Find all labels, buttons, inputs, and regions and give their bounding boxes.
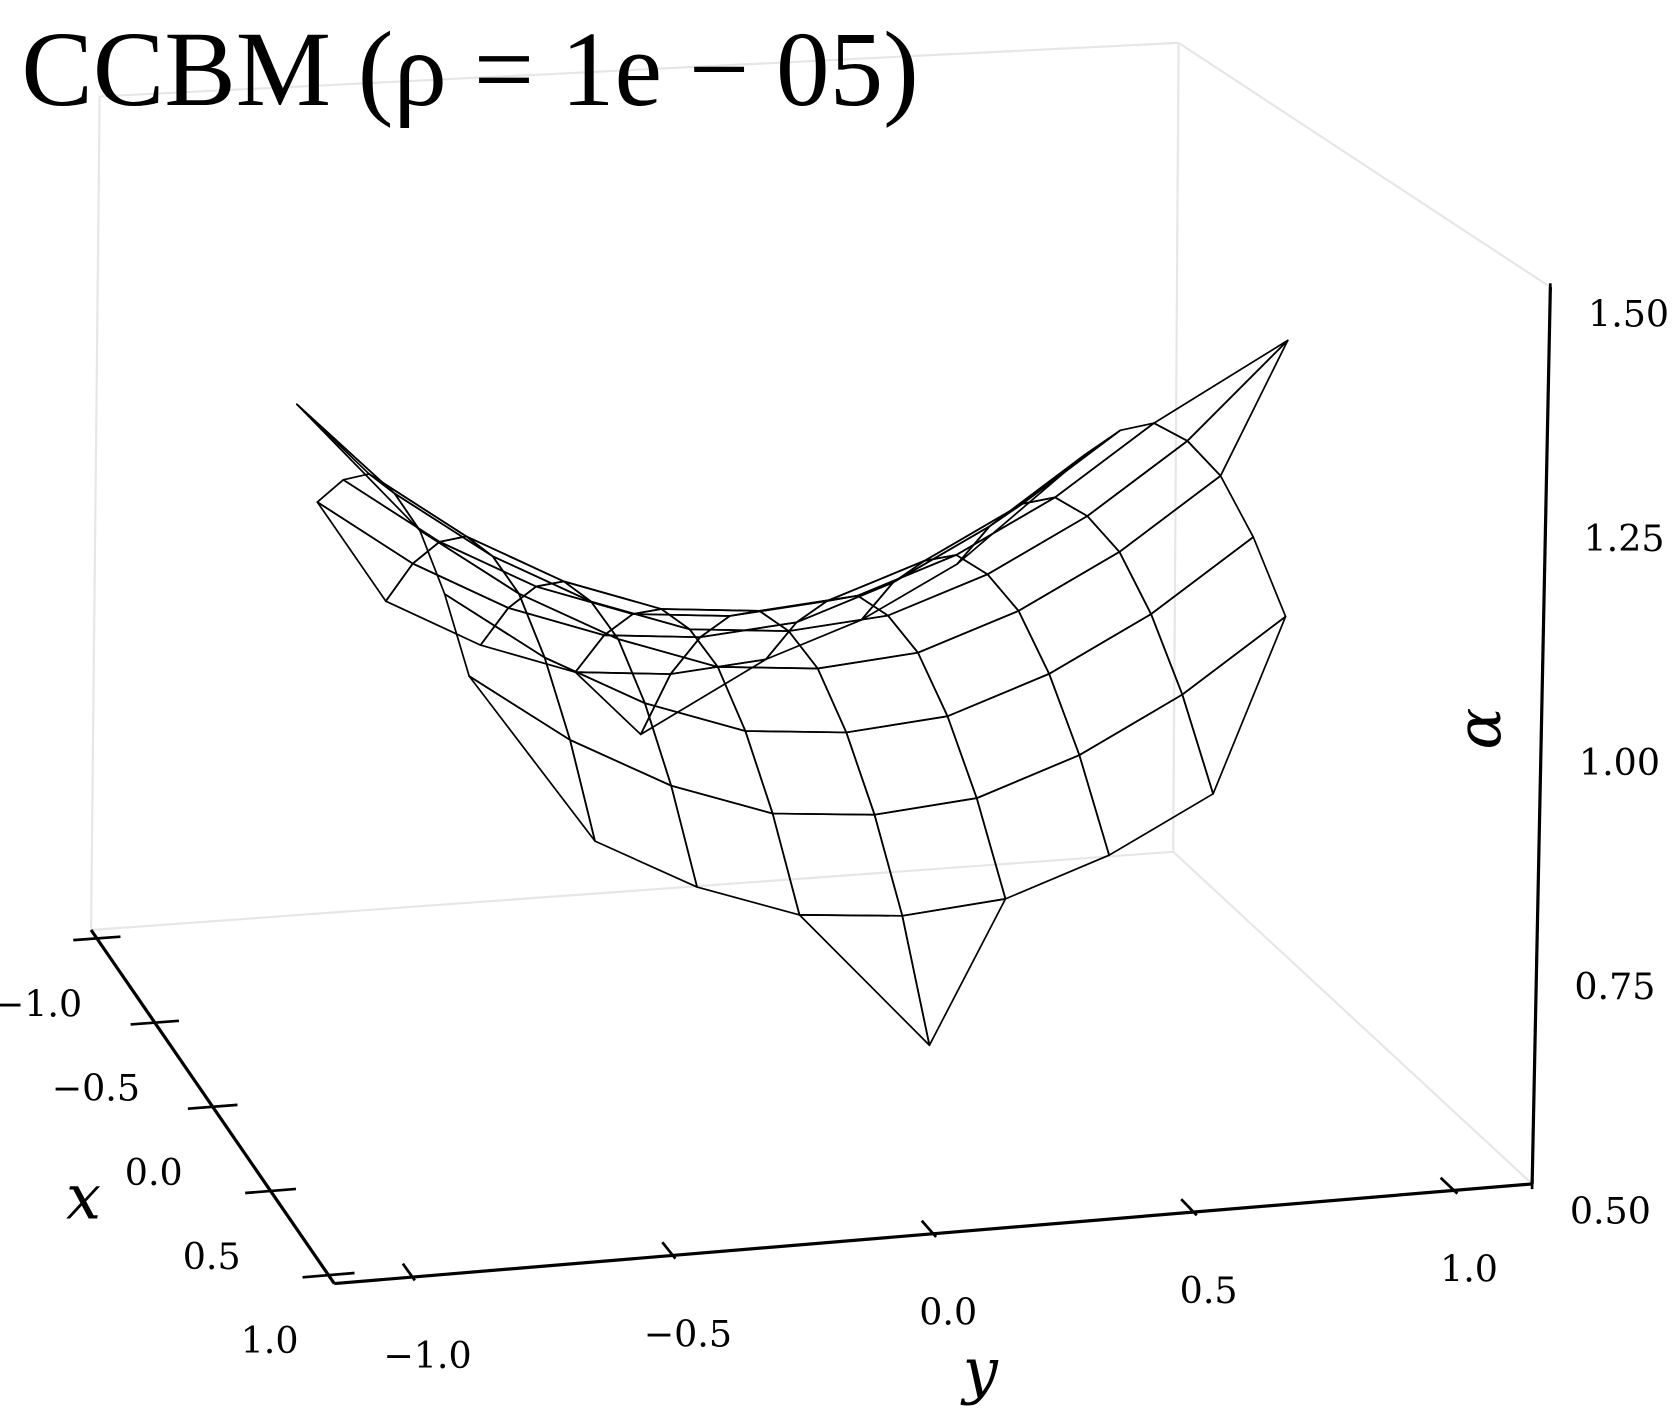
mesh-cell [771, 812, 904, 917]
mesh-cell [744, 730, 876, 816]
z-tick-label: 1.00 [1579, 741, 1660, 784]
x-tick [187, 1103, 238, 1111]
mesh-cell [518, 592, 646, 705]
mesh-cell [860, 525, 991, 621]
mesh-cell [764, 581, 894, 661]
x-tick [130, 1019, 180, 1026]
mesh-cell [443, 593, 571, 741]
x-tick-label: 0.0 [125, 1151, 183, 1194]
mesh-cell [543, 656, 673, 787]
y-tick [1180, 1198, 1198, 1217]
y-tick [661, 1241, 677, 1260]
chart-title: CCBM (ρ = 1e − 05) [21, 11, 918, 129]
y-tick [401, 1262, 416, 1282]
mesh-cell [826, 554, 958, 602]
x-tick-label: −1.0 [0, 982, 82, 1025]
y-tick-label: 0.0 [919, 1291, 977, 1334]
mesh-cell [816, 651, 949, 734]
x-tick-label: −0.5 [52, 1067, 140, 1110]
x-tick-label: 0.5 [183, 1235, 241, 1278]
pane-edge [90, 96, 101, 931]
mesh-cell [468, 675, 596, 843]
x-tick [302, 1271, 355, 1279]
mesh-cell [795, 559, 926, 624]
mesh-cell [873, 797, 1007, 917]
mesh-cell [1017, 551, 1152, 675]
mesh-cell [316, 478, 441, 565]
x-tick [73, 935, 121, 942]
mesh-cell [887, 573, 1020, 654]
mesh-cell [798, 914, 931, 1047]
z-tick-label: 0.50 [1570, 1189, 1651, 1232]
mesh-cell [923, 496, 1056, 562]
mesh-cell [491, 555, 620, 640]
z-tick-label: 1.50 [1588, 293, 1669, 336]
y-tick-label: 1.0 [1440, 1247, 1498, 1290]
mesh-cell [393, 492, 520, 595]
pane-edge [99, 41, 1179, 98]
mesh-cell [845, 715, 978, 816]
mesh-cell [535, 580, 663, 615]
axes: −1.0−0.50.00.51.0 −1.0−0.50.00.51.00.500.… [0, 283, 1669, 1377]
pane-edge [1172, 850, 1533, 1185]
mesh-cell [295, 403, 421, 532]
x-tick-label: 1.0 [241, 1319, 299, 1362]
mesh-cell [574, 634, 702, 675]
y-tick [1439, 1176, 1459, 1195]
mesh-cell [603, 613, 731, 639]
mesh-cell [975, 754, 1110, 900]
mesh-cell [1078, 693, 1214, 857]
z-axis-label: α [1442, 708, 1515, 750]
mesh-cell [438, 535, 565, 588]
y-tick-label: 0.5 [1180, 1269, 1238, 1312]
y-axis-label: y [960, 1334, 999, 1407]
x-axis-label: x [66, 1160, 101, 1233]
mesh-cell [946, 672, 1081, 800]
mesh-cell [1186, 339, 1289, 477]
mesh-cell [856, 554, 989, 617]
mesh-cell [1153, 339, 1289, 442]
z-tick-label: 0.75 [1574, 965, 1655, 1008]
mesh-cell [1054, 422, 1189, 517]
mesh-cell [670, 784, 801, 916]
mesh-cell [411, 540, 537, 609]
mesh-cell [316, 501, 414, 603]
mesh-cell [1181, 615, 1287, 795]
pane-edge [1177, 41, 1551, 289]
mesh-cell [901, 897, 1007, 1047]
y-tick [920, 1219, 938, 1238]
mesh-cell [590, 600, 719, 668]
mesh-cell [1150, 536, 1287, 696]
mesh-cell [1118, 474, 1255, 615]
back-panes [90, 41, 1551, 1185]
y-tick-label: −0.5 [644, 1312, 732, 1355]
pane-edge [90, 850, 1174, 932]
x-tick [245, 1187, 297, 1195]
surface-mesh [295, 339, 1289, 1047]
pane-edge [1172, 42, 1180, 852]
mesh-cell [639, 658, 767, 736]
y-tick-label: −1.0 [383, 1334, 471, 1377]
z-tick-label: 1.25 [1583, 517, 1664, 560]
mesh-cell [699, 600, 828, 639]
